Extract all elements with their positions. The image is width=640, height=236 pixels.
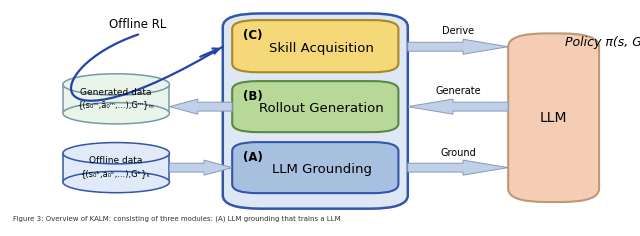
FancyArrow shape: [408, 39, 508, 54]
Bar: [63, 84, 170, 113]
Text: Generated data: Generated data: [81, 88, 152, 97]
Text: Derive: Derive: [442, 26, 474, 36]
FancyArrow shape: [170, 160, 232, 175]
Text: LLM: LLM: [540, 111, 568, 125]
FancyBboxPatch shape: [223, 13, 408, 209]
Ellipse shape: [63, 74, 170, 95]
Text: Policy π(s, G): Policy π(s, G): [564, 36, 640, 49]
Text: Generate: Generate: [435, 86, 481, 96]
Text: Offline RL: Offline RL: [109, 18, 167, 31]
Text: Skill Acquisition: Skill Acquisition: [269, 42, 374, 55]
FancyBboxPatch shape: [232, 81, 398, 132]
FancyBboxPatch shape: [232, 20, 398, 72]
Ellipse shape: [63, 143, 170, 164]
FancyBboxPatch shape: [232, 142, 398, 193]
Text: (B): (B): [243, 90, 263, 103]
Text: Ground: Ground: [440, 148, 476, 158]
Text: Rollout Generation: Rollout Generation: [259, 102, 384, 115]
FancyArrow shape: [408, 99, 508, 114]
Text: Figure 3: Overview of KALM: consisting of three modules: (A) LLM grounding that : Figure 3: Overview of KALM: consisting o…: [13, 215, 340, 222]
Text: (C): (C): [243, 29, 263, 42]
Text: {(s₀ᵐ,ā₀ᵐ,...),Gᵐ}ₘ: {(s₀ᵐ,ā₀ᵐ,...),Gᵐ}ₘ: [78, 101, 154, 110]
FancyArrow shape: [408, 160, 508, 175]
Ellipse shape: [63, 103, 170, 124]
Text: Offline data: Offline data: [90, 156, 143, 165]
Text: LLM Grounding: LLM Grounding: [271, 163, 372, 176]
Text: {(s₀ᵏ,a₀ᵏ,...),Gᵏ}ₖ: {(s₀ᵏ,a₀ᵏ,...),Gᵏ}ₖ: [81, 169, 151, 178]
FancyArrow shape: [170, 99, 232, 114]
Ellipse shape: [63, 171, 170, 193]
Text: (A): (A): [243, 151, 263, 164]
FancyBboxPatch shape: [508, 34, 599, 202]
Bar: [63, 153, 170, 182]
